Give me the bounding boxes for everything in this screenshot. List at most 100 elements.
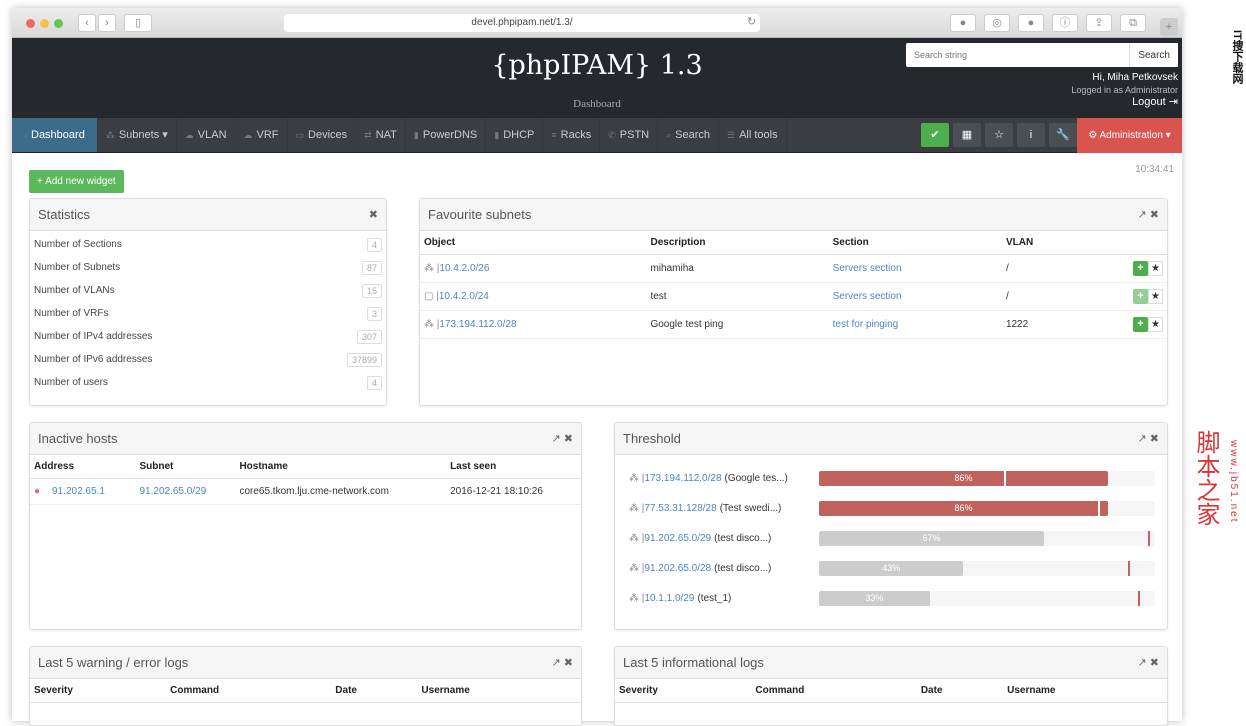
check-icon[interactable]: ✔ bbox=[921, 123, 949, 147]
star-icon[interactable]: ☆ bbox=[985, 123, 1013, 147]
nav-label: All tools bbox=[739, 129, 778, 141]
section-link[interactable]: Servers section bbox=[832, 291, 902, 302]
reload-icon[interactable]: ↻ bbox=[747, 16, 757, 28]
extension-icon[interactable]: ● bbox=[1018, 14, 1044, 32]
subnet-description: (Test swedi...) bbox=[719, 502, 782, 514]
nav-item[interactable]: › Dashboard bbox=[12, 118, 98, 152]
nav-label: PowerDNS bbox=[422, 129, 478, 141]
minimize-icon[interactable] bbox=[40, 19, 49, 28]
threshold-marker bbox=[1097, 500, 1100, 516]
column-header[interactable]: Severity bbox=[30, 679, 167, 703]
column-header[interactable]: VLAN bbox=[1001, 231, 1082, 255]
column-header[interactable]: Object bbox=[420, 231, 647, 255]
nav-item[interactable]: ▮ PowerDNS bbox=[406, 118, 487, 152]
logout-link[interactable]: Logout bbox=[1132, 96, 1166, 108]
maximize-icon[interactable] bbox=[54, 19, 63, 28]
extension-icon[interactable]: ◎ bbox=[984, 14, 1010, 32]
column-header[interactable]: Username bbox=[417, 679, 581, 703]
administration-menu[interactable]: ⚙ Administration ▾ bbox=[1077, 118, 1182, 153]
subnet-link[interactable]: 10.1.1.0/29 bbox=[644, 592, 695, 604]
nav-item[interactable]: ⌕ Search bbox=[658, 118, 720, 152]
cloud-icon: ☁ bbox=[184, 130, 194, 140]
column-header[interactable]: Username bbox=[1003, 679, 1167, 703]
subnet-link[interactable]: 10.4.2.0/24 bbox=[438, 291, 489, 302]
search-button[interactable]: Search bbox=[1129, 43, 1178, 67]
open-external-icon[interactable]: ↗ bbox=[1137, 657, 1147, 669]
subnet-link[interactable]: 77.53.31.128/28 bbox=[644, 502, 717, 514]
subnet-link[interactable]: 173.194.112.0/28 bbox=[644, 472, 722, 484]
subnet-link[interactable]: 173.194.112.0/28 bbox=[439, 319, 517, 330]
logout-icon[interactable]: ⇥ bbox=[1168, 96, 1178, 108]
stat-row: Number of IPv6 addresses 37899 bbox=[30, 348, 386, 371]
back-icon[interactable]: ‹ bbox=[78, 14, 96, 32]
column-header[interactable]: Severity bbox=[615, 679, 752, 703]
share-icon[interactable]: ⇪ bbox=[1086, 14, 1112, 32]
star-icon[interactable]: ★ bbox=[1148, 289, 1163, 304]
column-header[interactable]: Address bbox=[30, 455, 136, 479]
column-header[interactable]: Section bbox=[828, 231, 1002, 255]
nav-item[interactable]: ⁂ Subnets ▾ bbox=[98, 118, 177, 152]
usage-bar: 86% bbox=[819, 500, 1155, 516]
greeting: Hi, Miha Petkovsek bbox=[1092, 72, 1178, 83]
sidebar-icon[interactable]: ▯ bbox=[124, 14, 152, 32]
subnet-link[interactable]: 91.202.65.0/29 bbox=[139, 486, 207, 497]
nav-item[interactable]: ⇄ NAT bbox=[356, 118, 406, 152]
open-external-icon[interactable]: ↗ bbox=[551, 433, 561, 445]
stat-label: Number of Sections bbox=[34, 239, 122, 250]
open-external-icon[interactable]: ↗ bbox=[1137, 209, 1147, 221]
grid-icon[interactable]: ▦ bbox=[953, 123, 981, 147]
user-info: Hi, Miha Petkovsek Logged in as Administ… bbox=[1071, 72, 1178, 108]
close-window-icon[interactable] bbox=[26, 19, 35, 28]
threshold-row: ⁂ | 91.202.65.0/28 (test disco...) 43% bbox=[615, 553, 1167, 583]
subnet-link[interactable]: 10.4.2.0/26 bbox=[439, 263, 490, 274]
extension-icon[interactable]: ● bbox=[950, 14, 976, 32]
add-widget-button[interactable]: + Add new widget bbox=[29, 170, 124, 193]
tabs-icon[interactable]: ⧉ bbox=[1120, 14, 1146, 32]
nav-item[interactable]: ≡ Racks bbox=[543, 118, 601, 152]
section-link[interactable]: test for pinging bbox=[832, 319, 899, 330]
add-icon[interactable]: + bbox=[1133, 261, 1148, 276]
open-external-icon[interactable]: ↗ bbox=[551, 657, 561, 669]
sitemap-icon: ⁂ | bbox=[629, 502, 645, 514]
column-header[interactable]: Description bbox=[646, 231, 829, 255]
close-icon[interactable]: ✖ bbox=[368, 209, 378, 221]
nav-item[interactable]: ▮ DHCP bbox=[486, 118, 544, 152]
section-link[interactable]: Servers section bbox=[832, 263, 902, 274]
column-header[interactable]: Command bbox=[751, 679, 917, 703]
new-tab-icon[interactable]: + bbox=[1160, 18, 1178, 36]
warning-logs-widget: Last 5 warning / error logs ↗ ✖ Severity C… bbox=[29, 646, 582, 726]
info-icon[interactable]: i bbox=[1017, 123, 1045, 147]
close-icon[interactable]: ✖ bbox=[563, 433, 573, 445]
add-icon[interactable]: + bbox=[1133, 289, 1148, 304]
close-icon[interactable]: ✖ bbox=[1149, 433, 1159, 445]
wrench-icon[interactable]: 🔧 bbox=[1049, 123, 1077, 147]
column-header[interactable]: Last seen bbox=[446, 455, 581, 479]
column-header[interactable]: Date bbox=[331, 679, 418, 703]
nav-item[interactable]: ✆ PSTN bbox=[600, 118, 659, 152]
nav-item[interactable]: ☁ VLAN bbox=[177, 118, 236, 152]
open-external-icon[interactable]: ↗ bbox=[1137, 433, 1147, 445]
close-icon[interactable]: ✖ bbox=[1149, 209, 1159, 221]
column-header[interactable]: Subnet bbox=[135, 455, 236, 479]
nav-label: DHCP bbox=[503, 129, 535, 141]
search-input[interactable] bbox=[906, 43, 1130, 67]
nav-item[interactable]: ☁ VRF bbox=[236, 118, 288, 152]
star-icon[interactable]: ★ bbox=[1148, 317, 1163, 332]
threshold-row: ⁂ | 10.1.1.0/29 (test_1) 33% bbox=[615, 583, 1167, 613]
add-icon[interactable]: + bbox=[1133, 317, 1148, 332]
address-bar[interactable]: devel.phpipam.net/1.3/ bbox=[284, 14, 760, 32]
close-icon[interactable]: ✖ bbox=[1149, 657, 1159, 669]
column-header[interactable]: Command bbox=[166, 679, 332, 703]
nav-item[interactable]: ☰ All tools bbox=[719, 118, 787, 152]
close-icon[interactable]: ✖ bbox=[563, 657, 573, 669]
column-header[interactable]: Date bbox=[916, 679, 1004, 703]
subnet-link[interactable]: 91.202.65.0/28 bbox=[644, 562, 712, 574]
column-header[interactable]: Hostname bbox=[235, 455, 447, 479]
address-link[interactable]: 91.202.65.1 bbox=[52, 486, 105, 497]
extension-icon[interactable]: ⓘ bbox=[1052, 14, 1078, 32]
stat-label: Number of IPv6 addresses bbox=[34, 354, 153, 365]
forward-icon[interactable]: › bbox=[98, 14, 116, 32]
star-icon[interactable]: ★ bbox=[1148, 261, 1163, 276]
subnet-link[interactable]: 91.202.65.0/29 bbox=[644, 532, 712, 544]
nav-item[interactable]: ▭ Devices bbox=[288, 118, 357, 152]
